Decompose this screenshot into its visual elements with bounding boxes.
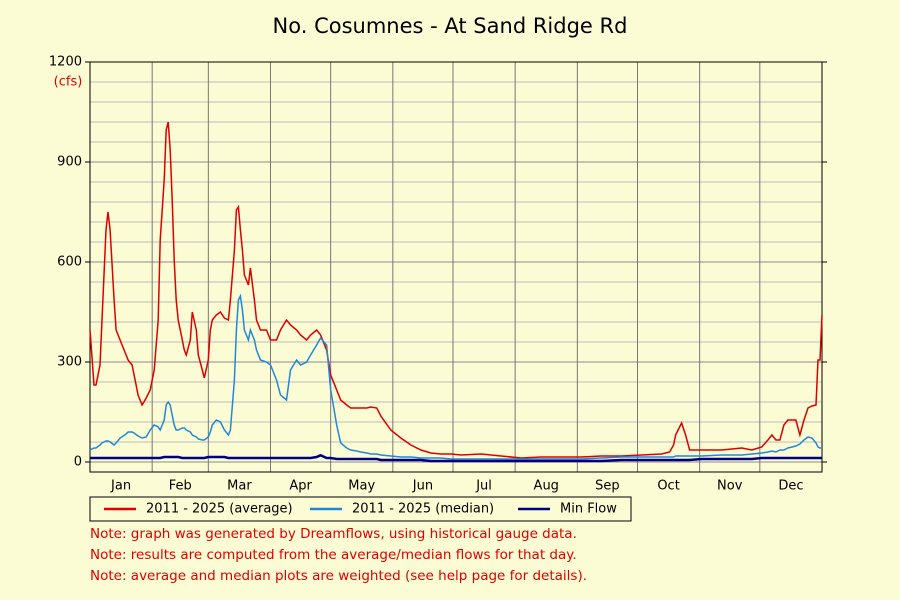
- x-tick-label: Sep: [595, 479, 620, 494]
- x-tick-label: Apr: [289, 479, 312, 494]
- x-tick-label: Oct: [657, 479, 679, 494]
- series-line: [89, 293, 822, 460]
- legend-label: 2011 - 2025 (median): [352, 502, 494, 517]
- x-tick-label: Aug: [534, 479, 559, 494]
- plot-frame: [89, 61, 823, 473]
- y-tick-label: 600: [57, 255, 82, 270]
- x-tick-label: May: [348, 479, 375, 494]
- y-axis-label: (cfs): [54, 75, 83, 90]
- note: Note: results are computed from the aver…: [90, 547, 577, 563]
- legend-label: 2011 - 2025 (average): [146, 502, 293, 517]
- note: Note: average and median plots are weigh…: [90, 568, 587, 584]
- y-tick-label: 0: [74, 455, 82, 470]
- note: Note: graph was generated by Dreamflows,…: [90, 526, 577, 542]
- x-tick-label: Dec: [778, 479, 803, 494]
- x-tick-label: Jan: [110, 479, 131, 494]
- chart-title: No. Cosumnes - At Sand Ridge Rd: [273, 14, 628, 38]
- y-tick-label: 1200: [49, 55, 82, 70]
- x-tick-label: Nov: [717, 479, 743, 494]
- series-line: [90, 453, 822, 463]
- x-tick-label: Feb: [169, 479, 192, 494]
- x-tick-label: Jul: [475, 479, 492, 494]
- x-tick-label: Jun: [412, 479, 433, 494]
- y-tick-label: 300: [57, 355, 82, 370]
- series-line: [89, 121, 823, 459]
- legend: [89, 496, 632, 522]
- legend-label: Min Flow: [560, 502, 617, 517]
- y-tick-label: 900: [57, 155, 82, 170]
- x-tick-label: Mar: [227, 479, 252, 494]
